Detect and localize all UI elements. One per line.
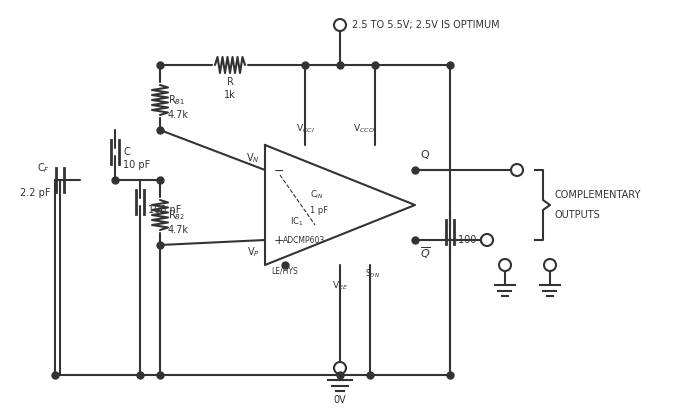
Text: R: R [227,77,233,87]
Text: OUTPUTS: OUTPUTS [555,210,601,220]
Text: V$_{CCI}$: V$_{CCI}$ [295,123,314,135]
Circle shape [334,362,346,374]
Text: 1 pF: 1 pF [310,205,328,215]
Text: 100 nF: 100 nF [148,205,181,215]
Circle shape [481,234,493,246]
Text: 4.7k: 4.7k [168,225,189,235]
Text: S$_{DN}$: S$_{DN}$ [365,267,380,279]
Text: R$_{B1}$: R$_{B1}$ [168,93,186,107]
Text: 2.2 pF: 2.2 pF [20,188,50,198]
Text: $+$: $+$ [273,234,284,247]
Text: C$_{IN}$: C$_{IN}$ [310,189,324,201]
Text: IC$_1$: IC$_1$ [290,215,304,228]
Text: ADCMP603: ADCMP603 [283,236,326,244]
Text: V$_{EE}$: V$_{EE}$ [332,280,348,292]
Text: $-$: $-$ [273,163,284,176]
Text: V$_N$: V$_N$ [246,151,260,165]
Text: $\overline{Q}$: $\overline{Q}$ [420,245,430,261]
Text: 0V: 0V [334,395,346,405]
Text: Q: Q [420,150,428,160]
Text: LE/HYS: LE/HYS [272,267,298,276]
Circle shape [511,164,523,176]
Text: COMPLEMENTARY: COMPLEMENTARY [555,190,641,200]
Circle shape [334,19,346,31]
Circle shape [499,259,511,271]
Text: 4.7k: 4.7k [168,110,189,120]
Text: C$_F$: C$_F$ [37,161,50,175]
Text: C: C [123,147,130,157]
Text: 1k: 1k [224,90,236,100]
Text: 100 nF: 100 nF [458,235,491,245]
Text: V$_{CCO}$: V$_{CCO}$ [354,123,375,135]
Text: V$_P$: V$_P$ [247,245,260,259]
Text: 10 pF: 10 pF [123,160,150,170]
Text: R$_{B2}$: R$_{B2}$ [168,208,185,222]
Circle shape [544,259,556,271]
Text: 2.5 TO 5.5V; 2.5V IS OPTIMUM: 2.5 TO 5.5V; 2.5V IS OPTIMUM [352,20,500,30]
